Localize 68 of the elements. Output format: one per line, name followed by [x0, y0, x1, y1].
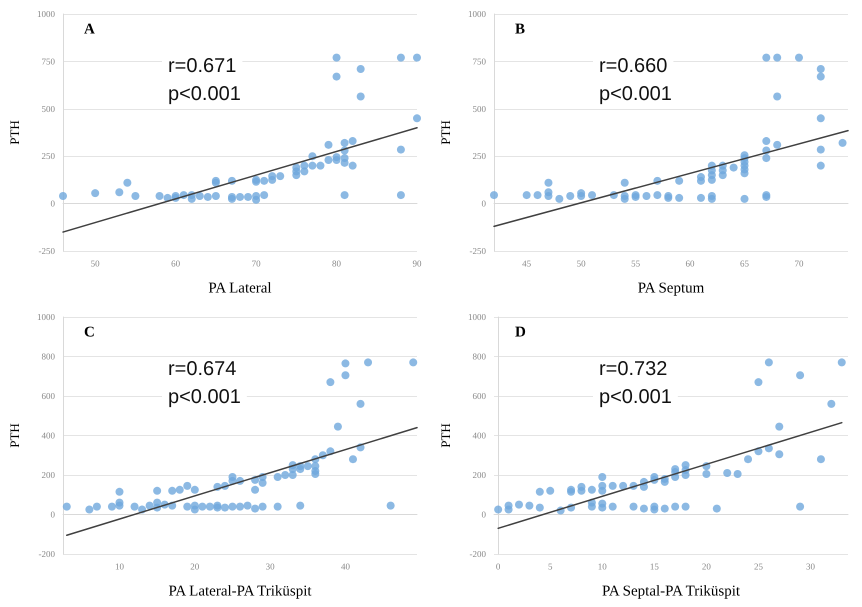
x-tick-label: 20: [190, 562, 200, 572]
x-axis-title: PA Septal-PA Triküspit: [602, 584, 741, 600]
text: B: [515, 22, 526, 38]
y-tick-label: 400: [42, 430, 56, 440]
annotation: p<0.001: [599, 386, 672, 408]
y-tick-label: 200: [42, 470, 56, 480]
y-tick-label: 250: [472, 151, 486, 162]
annotation: p<0.001: [168, 386, 241, 408]
y-tick-label: -200: [470, 549, 486, 559]
x-tick-label: 70: [252, 258, 262, 268]
x-tick-label: 60: [171, 258, 181, 268]
x-tick-label: 10: [598, 562, 608, 572]
annotation: r=0.671: [168, 55, 236, 77]
x-axis-title: PA Lateral: [208, 280, 272, 296]
annotation: p<0.001: [599, 83, 672, 105]
x-tick-label: 65: [740, 258, 750, 268]
text: C: [84, 324, 95, 340]
y-axis-title: PTH: [438, 423, 453, 448]
y-tick-label: 750: [472, 56, 486, 66]
x-tick-label: 55: [631, 258, 641, 268]
y-tick-label: 500: [42, 104, 56, 114]
x-tick-label: 40: [340, 562, 350, 572]
x-tick-label: 80: [332, 258, 342, 268]
x-tick-label: 50: [90, 258, 100, 268]
x-axis-title: PA Septum: [638, 280, 705, 296]
x-tick-label: 30: [806, 562, 816, 572]
y-tick-label: 400: [472, 430, 486, 440]
x-tick-label: 10: [114, 562, 124, 572]
annotation: r=0.674: [168, 358, 236, 380]
y-tick-label: 200: [472, 470, 486, 480]
x-tick-label: 5: [548, 562, 553, 572]
y-tick-label: 0: [482, 510, 486, 520]
x-tick-label: 0: [496, 562, 501, 572]
y-tick-label: 0: [50, 510, 56, 520]
x-tick-label: 50: [576, 258, 586, 268]
y-tick-label: 800: [472, 352, 486, 362]
y-tick-label: 1000: [468, 9, 486, 19]
x-tick-label: 45: [522, 258, 532, 268]
y-tick-label: 0: [482, 198, 486, 209]
y-axis-title: PTH: [7, 423, 22, 448]
y-axis-title: PTH: [7, 120, 22, 145]
y-tick-label: 600: [472, 391, 486, 401]
text: A: [84, 22, 95, 38]
y-tick-label: -250: [470, 246, 486, 256]
y-tick-label: 500: [472, 104, 486, 114]
x-tick-label: 15: [650, 562, 660, 572]
x-tick-label: 90: [412, 258, 422, 268]
y-tick-label: 1000: [468, 312, 486, 322]
y-tick-label: -200: [38, 549, 56, 559]
annotation: r=0.732: [599, 358, 668, 380]
x-tick-label: 20: [702, 562, 712, 572]
x-tick-label: 70: [794, 258, 804, 268]
x-tick-label: 25: [754, 562, 764, 572]
y-tick-label: 800: [42, 352, 56, 362]
x-tick-label: 30: [266, 562, 276, 572]
y-tick-label: 250: [42, 151, 56, 162]
y-tick-label: 1000: [37, 9, 56, 19]
y-tick-label: 0: [50, 198, 56, 209]
x-axis-title: PA Lateral-PA Triküspit: [168, 584, 312, 600]
x-tick-label: 60: [686, 258, 696, 268]
annotation: r=0.660: [599, 55, 668, 77]
y-tick-label: 750: [42, 56, 56, 66]
text: D: [515, 324, 526, 340]
y-tick-label: 600: [42, 391, 56, 401]
annotation: p<0.001: [168, 83, 241, 105]
y-tick-label: -250: [38, 246, 56, 256]
y-tick-label: 1000: [37, 312, 56, 322]
y-axis-title: PTH: [438, 120, 453, 145]
